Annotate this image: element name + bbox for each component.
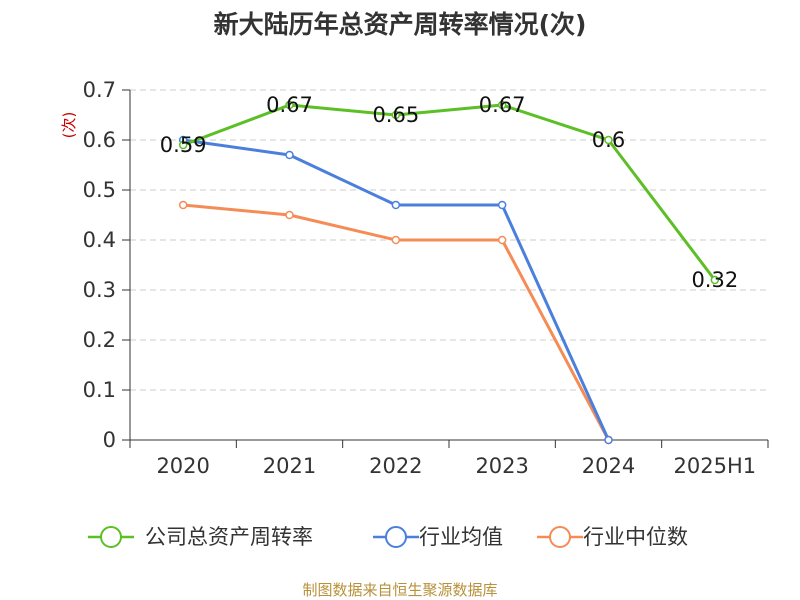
point-median-2023: [497, 235, 507, 245]
y-tick-label-0: 0: [103, 428, 116, 452]
point-median-2021: [285, 210, 294, 220]
point-median-2020: [178, 200, 188, 210]
point-company-2024: [604, 135, 613, 145]
y-tick-label-1: 0.1: [83, 378, 116, 402]
point-avg-2022: [391, 200, 401, 210]
point-company-2020: [178, 140, 188, 150]
legend-item-median[interactable]: 行业中位数: [537, 525, 688, 549]
point-avg-2021: [285, 150, 294, 160]
legend-label-company: 公司总资产周转率: [145, 525, 313, 549]
series-avg: [178, 135, 613, 445]
data-label-2021: 0.67: [266, 93, 313, 117]
point-avg-2023: [497, 200, 507, 210]
y-tick-label-4: 0.4: [83, 228, 116, 252]
series-layer: [178, 100, 720, 445]
series-company: [178, 100, 720, 285]
y-tick-label-6: 0.6: [83, 128, 116, 152]
series-median: [178, 200, 613, 445]
point-avg-2024: [604, 435, 613, 445]
data-label-2024: 0.6: [592, 128, 625, 152]
data-label-2022: 0.65: [372, 103, 419, 127]
grid-lines: [130, 89, 768, 391]
y-axis-label: (次): [60, 112, 78, 139]
legend-item-avg[interactable]: 行业均值: [373, 525, 503, 549]
y-tick-label-2: 0.2: [83, 328, 116, 352]
legend-label-avg: 行业均值: [419, 525, 503, 549]
point-company-2025H1: [710, 275, 720, 285]
point-median-2022: [391, 235, 401, 245]
data-label-2020: 0.59: [160, 133, 207, 157]
source-note: 制图数据来自恒生聚源数据库: [302, 581, 497, 599]
data-label-2025H1: 0.32: [691, 268, 738, 292]
legend-swatch-marker-median: [549, 526, 571, 548]
x-tick-label-1: 2021: [263, 454, 316, 478]
legend-item-company[interactable]: 公司总资产周转率: [88, 525, 313, 549]
x-tick-label-0: 2020: [156, 454, 209, 478]
data-label-2023: 0.67: [479, 93, 526, 117]
x-tick-label-2: 2022: [369, 454, 422, 478]
legend-label-median: 行业中位数: [583, 525, 688, 549]
y-tick-label-3: 0.3: [83, 278, 116, 302]
x-tick-label-4: 2024: [582, 454, 635, 478]
point-company-2023: [497, 100, 507, 110]
x-tick-label-5: 2025H1: [674, 454, 757, 478]
legend[interactable]: 公司总资产周转率 行业均值 行业中位数: [88, 525, 688, 549]
axes: 0 0.1 0.2 0.3 0.4 0.5 0.6 0.7 2020 2021 2022 2023 20…: [83, 78, 769, 478]
x-tick-label-3: 2023: [475, 454, 528, 478]
point-company-2021: [285, 100, 294, 110]
chart-title: 新大陆历年总资产周转率情况(次): [214, 10, 587, 39]
y-tick-label-5: 0.5: [83, 178, 116, 202]
y-tick-label-7: 0.7: [83, 78, 116, 102]
series-line-company: [182, 103, 717, 281]
legend-swatch-marker-company: [100, 526, 122, 548]
point-company-2022: [391, 110, 401, 120]
legend-swatch-marker-avg: [385, 526, 407, 548]
data-labels: 0.59 0.67 0.65 0.67 0.6 0.32: [160, 93, 738, 292]
